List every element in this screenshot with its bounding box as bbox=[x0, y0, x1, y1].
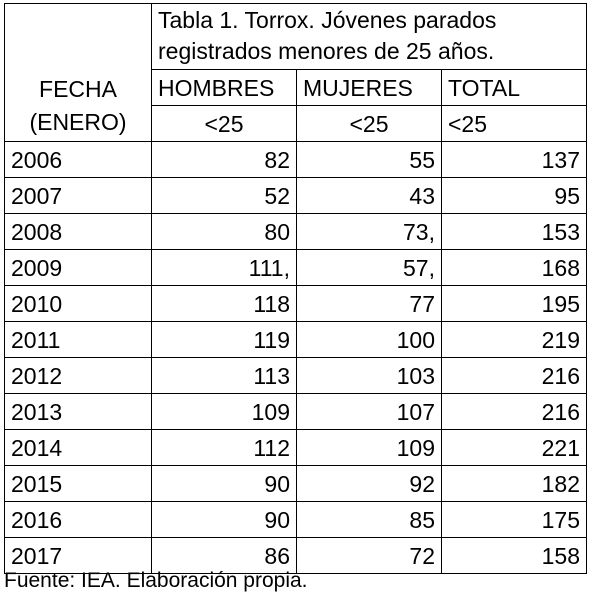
table-row: 2017 86 72 158 bbox=[4, 537, 587, 574]
hombres-cell: 119 bbox=[151, 321, 297, 358]
total-cell: 168 bbox=[441, 249, 587, 286]
table-row: 2011 119 100 219 bbox=[4, 321, 587, 358]
table-row: 2013 109 107 216 bbox=[4, 393, 587, 430]
hombres-cell: 90 bbox=[151, 465, 297, 502]
header-hombres: HOMBRES bbox=[151, 69, 297, 106]
hombres-cell: 111, bbox=[151, 249, 297, 286]
total-cell: 175 bbox=[441, 501, 587, 538]
mujeres-cell: 109 bbox=[296, 429, 442, 466]
year-cell: 2006 bbox=[4, 141, 152, 178]
year-cell: 2011 bbox=[4, 321, 152, 358]
total-cell: 219 bbox=[441, 321, 587, 358]
table-row: 2012 113 103 216 bbox=[4, 357, 587, 394]
year-cell: 2009 bbox=[4, 249, 152, 286]
subheader-mujeres: <25 bbox=[296, 105, 442, 142]
year-cell: 2017 bbox=[4, 537, 152, 574]
total-cell: 216 bbox=[441, 393, 587, 430]
total-cell: 95 bbox=[441, 177, 587, 214]
fecha-label-line1: FECHA bbox=[39, 76, 117, 102]
header-total: TOTAL bbox=[441, 69, 587, 106]
table-row: 2010 118 77 195 bbox=[4, 285, 587, 322]
total-cell: 153 bbox=[441, 213, 587, 250]
total-cell: 158 bbox=[441, 537, 587, 574]
table-row: 2006 82 55 137 bbox=[4, 141, 587, 178]
total-cell: 182 bbox=[441, 465, 587, 502]
table-row: 2015 90 92 182 bbox=[4, 465, 587, 502]
hombres-cell: 113 bbox=[151, 357, 297, 394]
hombres-cell: 90 bbox=[151, 501, 297, 538]
mujeres-cell: 107 bbox=[296, 393, 442, 430]
year-cell: 2015 bbox=[4, 465, 152, 502]
mujeres-cell: 103 bbox=[296, 357, 442, 394]
year-cell: 2010 bbox=[4, 285, 152, 322]
total-cell: 216 bbox=[441, 357, 587, 394]
year-cell: 2013 bbox=[4, 393, 152, 430]
hombres-cell: 118 bbox=[151, 285, 297, 322]
mujeres-cell: 43 bbox=[296, 177, 442, 214]
hombres-cell: 112 bbox=[151, 429, 297, 466]
table-row: 2016 90 85 175 bbox=[4, 501, 587, 538]
hombres-cell: 82 bbox=[151, 141, 297, 178]
table-title-line1: Tabla 1. Torrox. Jóvenes parados bbox=[158, 7, 497, 33]
mujeres-cell: 92 bbox=[296, 465, 442, 502]
mujeres-cell: 77 bbox=[296, 285, 442, 322]
year-cell: 2016 bbox=[4, 501, 152, 538]
year-cell: 2008 bbox=[4, 213, 152, 250]
table-title: Tabla 1. Torrox. Jóvenes parados registr… bbox=[151, 3, 587, 70]
total-cell: 195 bbox=[441, 285, 587, 322]
year-cell: 2012 bbox=[4, 357, 152, 394]
fecha-header: FECHA (ENERO) bbox=[4, 3, 152, 142]
hombres-cell: 80 bbox=[151, 213, 297, 250]
unemployment-table: FECHA (ENERO) Tabla 1. Torrox. Jóvenes p… bbox=[4, 3, 587, 574]
mujeres-cell: 55 bbox=[296, 141, 442, 178]
mujeres-cell: 73, bbox=[296, 213, 442, 250]
hombres-cell: 86 bbox=[151, 537, 297, 574]
subheader-total: <25 bbox=[441, 105, 587, 142]
subheader-hombres: <25 bbox=[151, 105, 297, 142]
hombres-cell: 109 bbox=[151, 393, 297, 430]
mujeres-cell: 85 bbox=[296, 501, 442, 538]
fecha-label-line2: (ENERO) bbox=[29, 109, 127, 135]
mujeres-cell: 57, bbox=[296, 249, 442, 286]
total-cell: 137 bbox=[441, 141, 587, 178]
table-title-line2: registrados menores de 25 años. bbox=[158, 38, 495, 64]
table-row: 2009 111, 57, 168 bbox=[4, 249, 587, 286]
header-mujeres: MUJERES bbox=[296, 69, 442, 106]
table-row: 2007 52 43 95 bbox=[4, 177, 587, 214]
table-row: 2014 112 109 221 bbox=[4, 429, 587, 466]
total-cell: 221 bbox=[441, 429, 587, 466]
hombres-cell: 52 bbox=[151, 177, 297, 214]
mujeres-cell: 100 bbox=[296, 321, 442, 358]
column-header-row: HOMBRES MUJERES TOTAL bbox=[5, 69, 587, 106]
year-cell: 2014 bbox=[4, 429, 152, 466]
year-cell: 2007 bbox=[4, 177, 152, 214]
source-note: Fuente: IEA. Elaboración propia. bbox=[4, 569, 308, 592]
title-row: FECHA (ENERO) Tabla 1. Torrox. Jóvenes p… bbox=[4, 3, 587, 142]
mujeres-cell: 72 bbox=[296, 537, 442, 574]
table-row: 2008 80 73, 153 bbox=[4, 213, 587, 250]
